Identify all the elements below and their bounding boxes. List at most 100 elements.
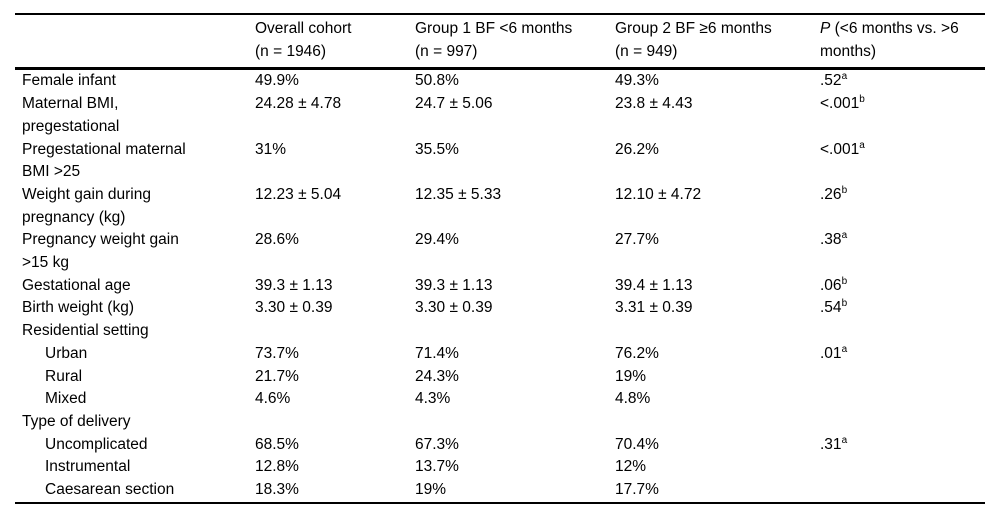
row-label: Residential setting (22, 322, 149, 340)
cell-group1 (415, 320, 615, 343)
table-row: Instrumental 12.8% 13.7% 12% (15, 456, 985, 479)
footnote-marker: a (841, 343, 848, 355)
cell-p-value (820, 411, 985, 434)
cell-group2: 76.2% (615, 344, 659, 362)
table-row: Gestational age 39.3 ± 1.13 39.3 ± 1.13 39.… (15, 275, 985, 298)
cell-group2: 3.31 ± 0.39 (615, 299, 693, 317)
footnote-marker: b (841, 298, 848, 310)
table-row: Pregnancy weight gain >15 kg 28.6% 29.4% 27.… (15, 229, 985, 274)
cell-overall: 18.3% (255, 481, 299, 499)
row-label: Gestational age (22, 276, 131, 294)
footnote-marker: b (841, 275, 848, 287)
cell-p-value: .31a (820, 434, 848, 453)
cell-overall (255, 320, 415, 343)
column-header-group1: Group 1 BF <6 months (n = 997) (415, 20, 573, 60)
baseline-characteristics-table: Overall cohort (n = 1946) Group 1 BF <6 mo… (15, 13, 985, 504)
cell-p-value (820, 479, 985, 503)
cell-overall: 28.6% (255, 231, 299, 249)
cell-overall: 39.3 ± 1.13 (255, 276, 333, 294)
cell-group1: 67.3% (415, 435, 459, 453)
cell-group1: 39.3 ± 1.13 (415, 276, 493, 294)
table-body: Female infant 49.9% 50.8% 49.3% .52a Maternal… (15, 69, 985, 503)
column-header-p: P (<6 months vs. >6 months) (820, 20, 959, 60)
cell-p-value (820, 366, 985, 389)
cell-group2: 70.4% (615, 435, 659, 453)
cell-group1: 50.8% (415, 72, 459, 90)
cell-group1: 24.7 ± 5.06 (415, 95, 493, 113)
table-row: Mixed 4.6% 4.3% 4.8% (15, 388, 985, 411)
row-label: Maternal BMI, pregestational (22, 95, 120, 135)
table-header: Overall cohort (n = 1946) Group 1 BF <6 mo… (15, 14, 985, 69)
cell-group1: 71.4% (415, 344, 459, 362)
cell-group2: 17.7% (615, 481, 659, 499)
cell-group2: 27.7% (615, 231, 659, 249)
cell-group1 (415, 411, 615, 434)
cell-overall: 21.7% (255, 367, 299, 385)
cell-group2: 39.4 ± 1.13 (615, 276, 693, 294)
table-row: Weight gain during pregnancy (kg) 12.23 ± … (15, 184, 985, 229)
row-label: Urban (45, 344, 88, 362)
cell-p-value (820, 456, 985, 479)
row-label: Weight gain during pregnancy (kg) (22, 185, 151, 226)
row-label: Rural (45, 367, 83, 385)
row-label: Female infant (22, 72, 116, 90)
cell-p-value (820, 320, 985, 343)
cell-group1: 12.35 ± 5.33 (415, 185, 502, 203)
row-label: Caesarean section (45, 481, 175, 499)
cell-p-value (820, 388, 985, 411)
cell-overall: 3.30 ± 0.39 (255, 299, 333, 317)
row-label: Uncomplicated (45, 435, 148, 453)
cell-p-value: <.001b (820, 93, 865, 113)
table-row: Type of delivery (15, 411, 985, 434)
cell-overall: 68.5% (255, 435, 299, 453)
cell-group1: 29.4% (415, 231, 459, 249)
cell-group2 (615, 320, 820, 343)
footnote-marker: b (859, 93, 865, 105)
table-row: Residential setting (15, 320, 985, 343)
cell-group1: 3.30 ± 0.39 (415, 299, 493, 317)
cell-group2: 12.10 ± 4.72 (615, 185, 702, 203)
table-row: Female infant 49.9% 50.8% 49.3% .52a (15, 69, 985, 93)
table-row: Caesarean section 18.3% 19% 17.7% (15, 479, 985, 503)
cell-group2: 19% (615, 367, 647, 385)
cell-p-value: .52a (820, 71, 848, 90)
column-header-group2: Group 2 BF ≥6 months (n = 949) (615, 20, 772, 60)
cell-overall (255, 411, 415, 434)
cell-group1: 19% (415, 481, 447, 499)
footnote-marker: a (841, 434, 848, 446)
row-label: Instrumental (45, 458, 131, 476)
cell-group2: 23.8 ± 4.43 (615, 95, 693, 113)
cell-p-value: .54b (820, 298, 848, 317)
cell-p-value: .06b (820, 275, 848, 294)
cell-overall: 31% (255, 140, 287, 158)
cell-p-value: .38a (820, 230, 848, 249)
footnote-marker: a (841, 71, 848, 83)
table-row: Birth weight (kg) 3.30 ± 0.39 3.30 ± 0.39 3… (15, 297, 985, 320)
footnote-marker: a (859, 139, 865, 151)
cell-overall: 4.6% (255, 390, 291, 408)
cell-p-value: .01a (820, 343, 848, 362)
cell-group2: 49.3% (615, 72, 659, 90)
cell-overall: 49.9% (255, 72, 299, 90)
row-label: Mixed (45, 390, 87, 408)
row-label: Type of delivery (22, 412, 131, 430)
cell-p-value: .26b (820, 184, 848, 203)
row-label: Birth weight (kg) (22, 299, 134, 317)
row-label: Pregestational maternal BMI >25 (22, 140, 186, 181)
header-row: Overall cohort (n = 1946) Group 1 BF <6 mo… (15, 14, 985, 69)
cell-group2 (615, 411, 820, 434)
cell-overall: 73.7% (255, 344, 299, 362)
cell-p-value: <.001a (820, 139, 865, 158)
cell-overall: 24.28 ± 4.78 (255, 95, 342, 113)
column-header-overall: Overall cohort (n = 1946) (255, 20, 352, 60)
footnote-marker: a (841, 230, 848, 242)
footnote-marker: b (841, 184, 848, 196)
cell-group2: 4.8% (615, 390, 651, 408)
table-row: Pregestational maternal BMI >25 31% 35.5% 26… (15, 139, 985, 184)
cell-overall: 12.8% (255, 458, 299, 476)
cell-group1: 24.3% (415, 367, 459, 385)
table-row: Urban 73.7% 71.4% 76.2% .01a (15, 343, 985, 366)
p-italic-symbol: P (820, 20, 831, 37)
cell-overall: 12.23 ± 5.04 (255, 185, 342, 203)
